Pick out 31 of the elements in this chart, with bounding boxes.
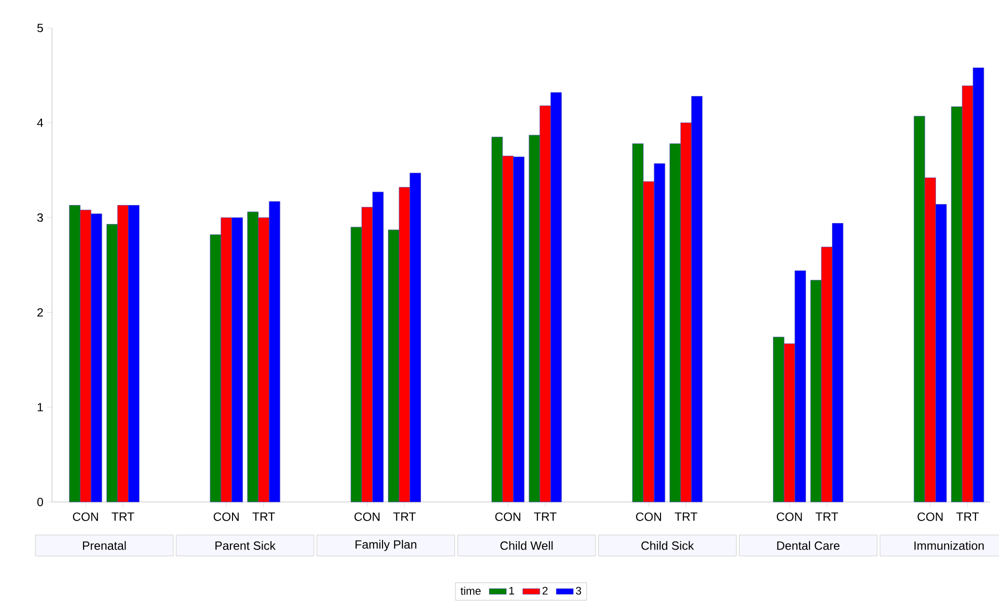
text: Immunization xyxy=(914,541,984,550)
y-tick-label: 5 xyxy=(37,24,43,32)
legend-title: time xyxy=(460,586,481,595)
y-tick-label: 0 xyxy=(37,498,44,506)
x-tick-label: CON xyxy=(72,512,98,521)
text: Prenatal xyxy=(83,541,126,550)
legend-label: 1 xyxy=(509,586,514,594)
text: Child Sick xyxy=(641,541,694,550)
legend-label: 3 xyxy=(576,586,582,595)
x-tick-label: TRT xyxy=(674,512,698,521)
text: Parent Sick xyxy=(215,541,276,550)
x-tick-label: CON xyxy=(354,512,380,521)
x-tick-label: CON xyxy=(495,512,520,521)
x-tick-label: TRT xyxy=(816,512,838,521)
x-tick-label: TRT xyxy=(112,512,134,521)
x-tick-label: CON xyxy=(636,512,662,521)
x-tick-label: TRT xyxy=(393,512,416,521)
text: Child Well xyxy=(500,541,553,550)
x-tick-label: CON xyxy=(918,512,943,521)
text: Dental Care xyxy=(777,541,840,550)
x-tick-label: CON xyxy=(776,512,802,521)
x-tick-label: CON xyxy=(214,512,239,521)
text: Family Plan xyxy=(356,540,416,552)
y-tick-label: 2 xyxy=(37,308,43,317)
y-tick-label: 1 xyxy=(38,403,43,412)
x-tick-label: TRT xyxy=(252,512,275,521)
y-tick-label: 3 xyxy=(37,213,43,222)
x-tick-label: TRT xyxy=(534,512,557,521)
y-tick-label: 4 xyxy=(37,118,44,127)
legend-label: 2 xyxy=(542,586,548,595)
x-tick-label: TRT xyxy=(956,512,979,521)
